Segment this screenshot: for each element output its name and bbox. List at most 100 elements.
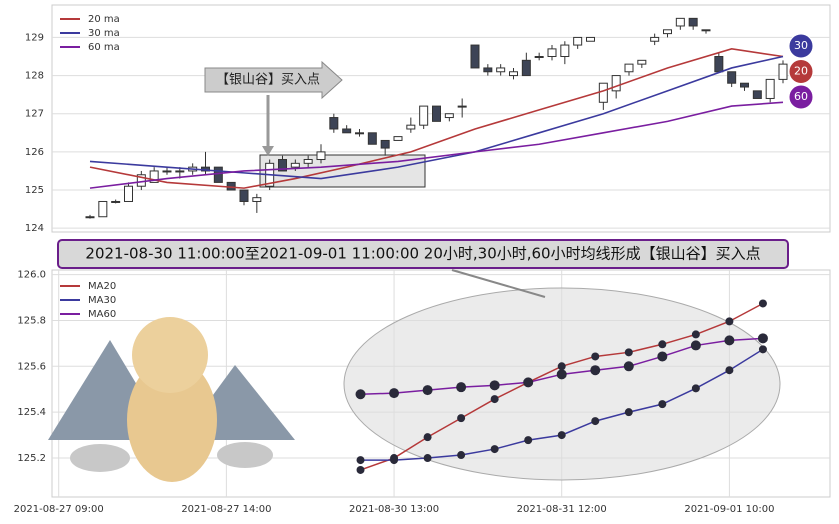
- candle-body: [457, 105, 467, 108]
- candle-body: [278, 159, 287, 172]
- point: [457, 451, 466, 460]
- end-label: 30: [794, 39, 808, 52]
- end-marker: [788, 59, 814, 84]
- candle-body: [560, 44, 570, 58]
- point: [658, 340, 667, 349]
- y-tick-label: 124: [25, 223, 44, 234]
- candle-body: [303, 159, 313, 164]
- point: [657, 351, 668, 362]
- point: [489, 380, 500, 391]
- decoration: [48, 60, 789, 482]
- candle-body: [252, 197, 262, 202]
- point: [590, 365, 601, 376]
- candle-body: [149, 170, 159, 183]
- y-tick-label: 125.8: [17, 315, 46, 326]
- legend-label: 60 ma: [88, 42, 120, 53]
- legend-label: MA60: [88, 309, 116, 320]
- x-tick-label: 2021-08-27 14:00: [181, 504, 271, 515]
- point: [624, 408, 633, 417]
- candle-body: [624, 63, 634, 73]
- legend-label: 30 ma: [88, 28, 120, 39]
- candle-body: [547, 48, 557, 58]
- ingot: [217, 442, 273, 468]
- candle-body: [521, 59, 531, 77]
- candle-body: [419, 105, 429, 126]
- point: [456, 382, 467, 393]
- candle-body: [650, 36, 660, 42]
- point: [490, 395, 499, 404]
- banner-title: 2021-08-30 11:00:00至2021-09-01 11:00:00 …: [85, 245, 760, 263]
- candle-body: [675, 17, 685, 27]
- highlight-ellipse: [343, 287, 781, 481]
- candle-body: [111, 200, 121, 203]
- candle-body: [611, 75, 621, 92]
- candle-body: [98, 200, 108, 218]
- candle-body: [778, 63, 788, 80]
- annotation: 【银山谷】买入点: [216, 73, 320, 88]
- dog-head: [132, 317, 208, 393]
- point: [591, 417, 600, 426]
- candle-body: [367, 132, 377, 145]
- point: [658, 400, 667, 409]
- candle-body: [380, 139, 390, 149]
- candle-body: [688, 17, 698, 27]
- candle-body: [765, 78, 775, 99]
- y-tick-label: 125: [25, 185, 44, 196]
- annotation-box: [204, 60, 343, 100]
- point: [557, 362, 566, 371]
- x-tick-label: 2021-08-30 13:00: [349, 504, 439, 515]
- end-marker: [788, 84, 814, 110]
- candle-body: [162, 170, 172, 173]
- y-tick-label: 126: [25, 147, 44, 158]
- point: [724, 335, 735, 346]
- candle-body: [355, 132, 364, 135]
- ma-line: [89, 101, 784, 189]
- point: [725, 317, 734, 326]
- legend-label: MA20: [88, 281, 116, 292]
- y-tick-label: 128: [25, 71, 44, 82]
- candle-body: [573, 36, 583, 46]
- y-tick-label: 125.6: [17, 361, 46, 372]
- banner-box: [57, 239, 789, 269]
- candle-body: [509, 71, 518, 77]
- candle-body: [175, 170, 185, 173]
- ingot: [70, 444, 130, 472]
- point: [356, 456, 365, 465]
- y-tick-label: 126.0: [17, 270, 46, 281]
- candle-body: [342, 128, 352, 134]
- y-tick-label: 125.2: [17, 453, 46, 464]
- point: [423, 454, 432, 463]
- point: [624, 348, 633, 357]
- point: [556, 369, 567, 380]
- candle-body: [598, 82, 608, 103]
- candle-body: [124, 185, 133, 202]
- candle-body: [239, 189, 249, 202]
- point: [623, 361, 634, 372]
- point: [557, 431, 566, 440]
- arrow: [451, 269, 546, 298]
- candle-body: [85, 216, 95, 219]
- x-tick-label: 2021-08-27 09:00: [14, 504, 104, 515]
- point: [691, 330, 700, 339]
- point: [524, 436, 533, 445]
- x-tick-label: 2021-09-01 10:00: [684, 504, 774, 515]
- point: [490, 445, 499, 454]
- candle-body: [393, 136, 403, 141]
- arrow-head: [262, 146, 274, 156]
- candle-body: [329, 117, 339, 130]
- legend-label: 20 ma: [88, 14, 120, 25]
- end-label: 60: [794, 90, 808, 103]
- candle-body: [496, 67, 506, 73]
- point: [355, 389, 366, 400]
- candle-body: [740, 82, 749, 88]
- end-marker: [788, 33, 814, 59]
- candle-body: [637, 59, 647, 65]
- candle-body: [290, 162, 300, 168]
- candle-body: [714, 56, 724, 73]
- candle-body: [406, 124, 416, 130]
- candle-body: [663, 29, 672, 35]
- end-label: 20: [794, 65, 808, 78]
- candle-body: [432, 105, 441, 122]
- point: [758, 345, 767, 354]
